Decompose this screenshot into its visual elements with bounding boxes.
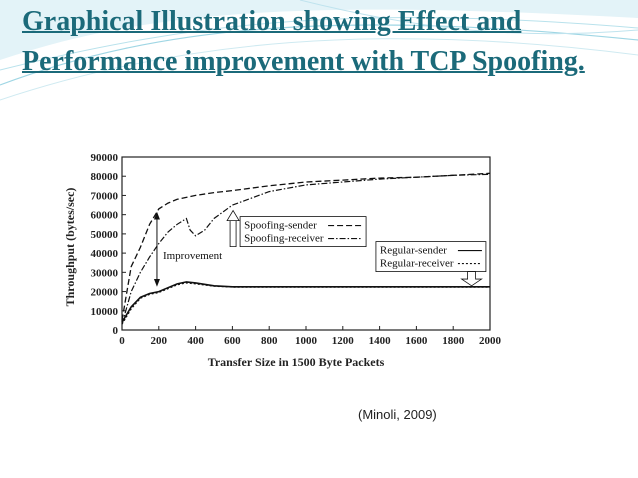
x-tick-label: 600	[224, 335, 241, 347]
chart-lines	[121, 172, 491, 325]
y-tick-label: 20000	[91, 287, 119, 299]
citation: (Minoli, 2009)	[358, 407, 437, 422]
y-tick-label: 90000	[91, 152, 119, 164]
x-tick-label: 1800	[442, 335, 465, 347]
y-tick-label: 60000	[91, 210, 119, 222]
legend-label: Spoofing-receiver	[244, 233, 324, 245]
series-line-regular-receiver	[121, 282, 490, 325]
legend-label: Regular-receiver	[380, 258, 454, 270]
y-tick-label: 70000	[91, 190, 119, 202]
slide-title: Graphical Illustration showing Effect an…	[22, 6, 585, 77]
series-line-spoofing-receiver	[121, 173, 491, 325]
x-tick-label: 1000	[295, 335, 318, 347]
x-tick-label: 1600	[405, 335, 428, 347]
legend-label: Regular-sender	[380, 245, 447, 257]
spoofing-legend-arrowhead	[226, 209, 240, 221]
y-tick-label: 50000	[91, 229, 119, 241]
x-tick-label: 2000	[479, 335, 502, 347]
spoofing-legend-arrow	[229, 218, 237, 247]
x-tick-label: 0	[119, 335, 125, 347]
y-tick-label: 30000	[91, 267, 119, 279]
x-tick-label: 800	[261, 335, 278, 347]
slide-wave-decoration	[0, 0, 638, 101]
x-axis-label: Transfer Size in 1500 Byte Packets	[208, 355, 385, 369]
regular-legend-arrow	[460, 271, 483, 287]
legend-label: Spoofing-sender	[244, 220, 317, 232]
y-tick-label: 40000	[91, 248, 119, 260]
series-line-regular-sender	[121, 281, 490, 323]
spoofing-legend-box	[239, 216, 367, 247]
improvement-arrowtail	[153, 279, 160, 287]
chart-figure: 0 200 400 600 800 1000 1200 1400 1600 1800 2000 0 10…	[52, 115, 526, 373]
chart-annotations: Improvement Spoofing-senderSpoofing-recei…	[153, 209, 487, 287]
regular-legend-box	[375, 241, 487, 272]
x-tick-label: 1200	[332, 335, 355, 347]
x-tick-label: 400	[187, 335, 204, 347]
throughput-chart: 0 200 400 600 800 1000 1200 1400 1600 1800 2000010…	[63, 152, 502, 369]
y-tick-label: 80000	[91, 171, 119, 183]
y-tick-label: 0	[113, 325, 119, 337]
chart-ticks: 0 200 400 600 800 1000 1200 1400 1600 1800 2000010…	[91, 152, 502, 347]
x-tick-label: 1400	[369, 335, 392, 347]
annotation-improvement: Improvement	[163, 250, 222, 262]
y-tick-label: 10000	[91, 306, 119, 318]
y-axis-label: Throughput (bytes/sec)	[63, 188, 77, 307]
improvement-arrowhead	[153, 211, 160, 220]
series-line-spoofing-sender	[121, 172, 491, 321]
x-tick-label: 200	[151, 335, 168, 347]
